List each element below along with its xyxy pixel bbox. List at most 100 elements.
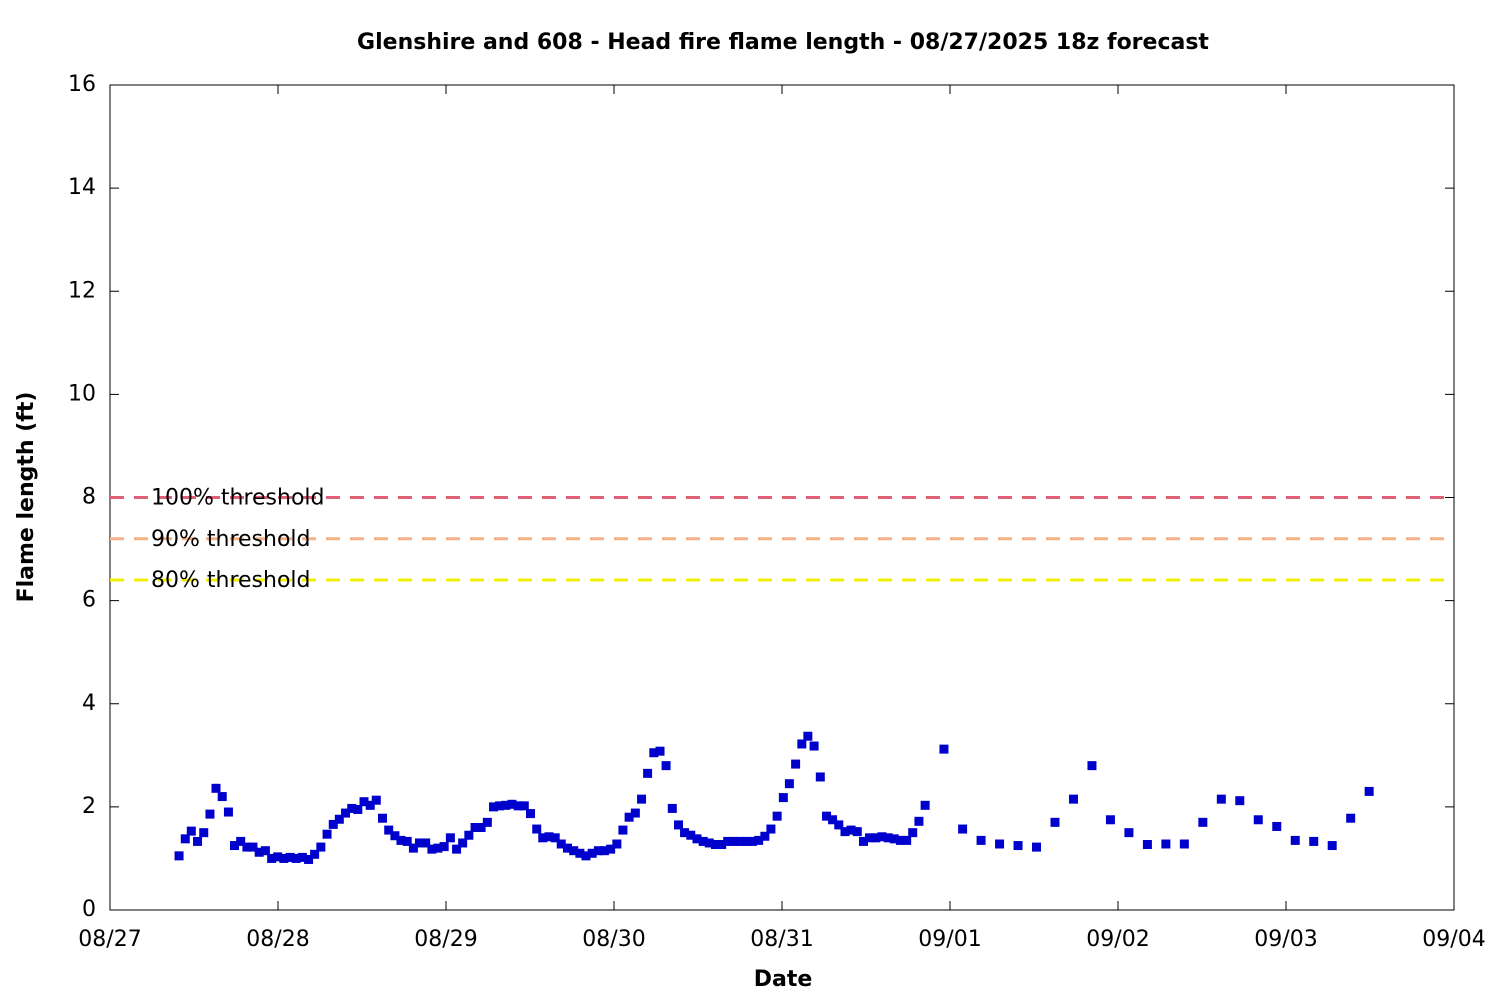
point	[1290, 835, 1300, 845]
x-tick-label: 09/02	[1086, 927, 1149, 952]
point	[741, 836, 751, 846]
point	[353, 804, 363, 814]
point	[680, 828, 690, 838]
point	[834, 820, 844, 830]
point	[273, 852, 283, 862]
point	[889, 834, 899, 844]
x-tick-label: 08/27	[78, 927, 141, 952]
point	[347, 803, 357, 813]
point	[229, 841, 239, 851]
point	[871, 833, 881, 843]
point	[815, 772, 825, 782]
point	[556, 839, 566, 849]
point	[174, 851, 184, 861]
threshold-label: 80% threshold	[151, 568, 311, 593]
point	[1105, 815, 1115, 825]
point	[513, 801, 523, 811]
y-tick-label: 6	[82, 588, 96, 613]
point	[193, 836, 203, 846]
point	[692, 834, 702, 844]
point	[908, 828, 918, 838]
point	[260, 846, 270, 856]
point	[717, 840, 727, 850]
point	[939, 744, 949, 754]
point	[858, 836, 868, 846]
x-tick-label: 08/30	[582, 927, 645, 952]
point	[723, 836, 733, 846]
point	[606, 844, 616, 854]
point	[797, 739, 807, 749]
point	[1013, 841, 1023, 851]
point	[538, 833, 548, 843]
point	[501, 800, 511, 810]
point	[1216, 794, 1226, 804]
point	[334, 814, 344, 824]
point	[569, 846, 579, 856]
point	[895, 835, 905, 845]
point	[735, 836, 745, 846]
point	[526, 809, 536, 819]
point	[341, 808, 351, 818]
x-tick-label: 08/31	[750, 927, 813, 952]
point	[285, 852, 295, 862]
y-tick-label: 12	[68, 278, 96, 303]
point	[199, 828, 209, 838]
point	[267, 853, 277, 863]
point	[1179, 839, 1189, 849]
point	[452, 844, 462, 854]
point	[778, 793, 788, 803]
point	[254, 847, 264, 857]
point	[1309, 836, 1319, 846]
point	[310, 849, 320, 859]
point	[587, 848, 597, 858]
point	[618, 825, 628, 835]
point	[414, 838, 424, 848]
point	[482, 817, 492, 827]
point	[674, 820, 684, 830]
point	[920, 800, 930, 810]
point	[377, 813, 387, 823]
x-tick-label: 08/29	[414, 927, 477, 952]
point	[575, 848, 585, 858]
point	[242, 842, 252, 852]
point	[223, 807, 233, 817]
point	[217, 792, 227, 802]
point	[599, 846, 609, 856]
point	[914, 816, 924, 826]
point	[846, 825, 856, 835]
point	[698, 836, 708, 846]
point	[1346, 813, 1356, 823]
point	[661, 761, 671, 771]
x-tick-label: 09/03	[1254, 927, 1317, 952]
point	[686, 830, 696, 840]
point	[1161, 839, 1171, 849]
point	[1198, 817, 1208, 827]
threshold-label: 100% threshold	[151, 486, 325, 511]
point	[581, 851, 591, 861]
point	[655, 746, 665, 756]
point	[729, 836, 739, 846]
point	[643, 768, 653, 778]
point	[976, 835, 986, 845]
point	[402, 836, 412, 846]
point	[883, 833, 893, 843]
point	[1253, 815, 1263, 825]
y-tick-label: 16	[68, 72, 96, 97]
y-tick-label: 8	[82, 485, 96, 510]
point	[322, 829, 332, 839]
point	[279, 853, 289, 863]
point	[649, 748, 659, 758]
point	[766, 824, 776, 834]
point	[211, 783, 221, 793]
point	[877, 832, 887, 842]
point	[1364, 786, 1374, 796]
point	[562, 843, 572, 853]
point	[297, 852, 307, 862]
point	[704, 838, 714, 848]
point	[1272, 821, 1282, 831]
point	[772, 811, 782, 821]
point	[445, 833, 455, 843]
point	[667, 803, 677, 813]
point	[427, 844, 437, 854]
